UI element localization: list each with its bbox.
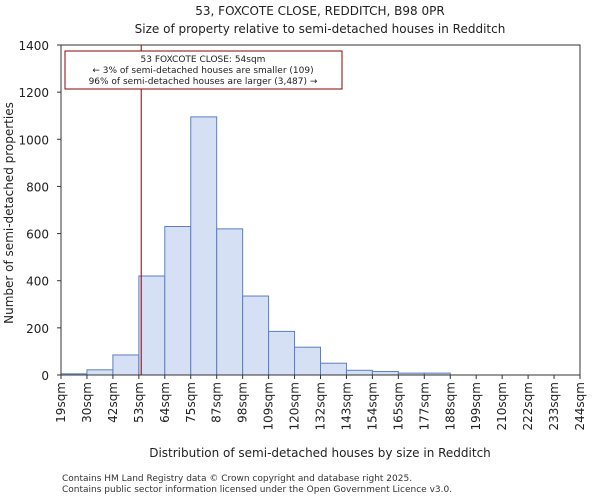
histogram-bar <box>345 369 373 376</box>
histogram-bar <box>268 330 296 376</box>
histogram-bar <box>112 354 140 376</box>
y-tick-label: 1200 <box>18 86 49 100</box>
histogram-bar <box>294 346 321 376</box>
chart-title-line1: 53, FOXCOTE CLOSE, REDDITCH, B98 0PR <box>195 4 444 18</box>
annotation-line1: 53 FOXCOTE CLOSE: 54sqm <box>141 55 266 65</box>
y-tick-label: 800 <box>26 180 49 194</box>
histogram-bar <box>371 370 399 376</box>
y-tick-label: 400 <box>26 275 49 289</box>
x-tick-label: 87sqm <box>210 382 224 423</box>
y-tick-label: 1000 <box>18 133 49 147</box>
x-tick-label: 98sqm <box>236 382 250 423</box>
x-tick-label: 42sqm <box>106 382 120 423</box>
x-tick-label: 30sqm <box>80 382 94 423</box>
x-tick-label: 177sqm <box>417 382 431 430</box>
histogram-bar <box>320 362 347 376</box>
x-tick-label: 233sqm <box>547 382 561 430</box>
y-tick-label: 600 <box>26 228 49 242</box>
x-tick-label: 75sqm <box>184 382 198 423</box>
x-tick-label: 64sqm <box>158 382 172 423</box>
y-tick-label: 1400 <box>18 39 49 53</box>
x-tick-label: 132sqm <box>314 382 328 430</box>
x-tick-label: 109sqm <box>262 382 276 430</box>
x-tick-label: 244sqm <box>573 382 587 430</box>
footer-line2: Contains public sector information licen… <box>62 485 453 495</box>
histogram-bar <box>164 226 192 376</box>
y-tick-label: 200 <box>26 322 49 336</box>
histogram-bar <box>216 228 244 376</box>
x-tick-label: 210sqm <box>495 382 509 430</box>
footer-line1: Contains HM Land Registry data © Crown c… <box>62 474 413 484</box>
chart-title-line2: Size of property relative to semi-detach… <box>135 22 506 36</box>
x-tick-label: 154sqm <box>365 382 379 430</box>
x-tick-label: 222sqm <box>521 382 535 430</box>
x-tick-label: 53sqm <box>132 382 146 423</box>
histogram-bar <box>190 116 218 376</box>
annotation-line2: ← 3% of semi-detached houses are smaller… <box>92 66 313 76</box>
x-tick-label: 143sqm <box>339 382 353 430</box>
histogram-bar <box>138 275 166 376</box>
x-axis-label: Distribution of semi-detached houses by … <box>149 446 491 460</box>
x-tick-label: 165sqm <box>391 382 405 430</box>
y-tick-label: 0 <box>41 369 49 383</box>
x-tick-label: 120sqm <box>288 382 302 430</box>
histogram-bar <box>86 369 114 376</box>
annotation-box: 53 FOXCOTE CLOSE: 54sqm ← 3% of semi-det… <box>64 50 343 90</box>
x-tick-label: 19sqm <box>54 382 68 423</box>
x-tick-label: 188sqm <box>443 382 457 430</box>
x-tick-label: 199sqm <box>469 382 483 430</box>
y-axis-label: Number of semi-detached properties <box>2 102 16 324</box>
annotation-line3: 96% of semi-detached houses are larger (… <box>89 77 318 87</box>
histogram-bar <box>242 295 270 376</box>
